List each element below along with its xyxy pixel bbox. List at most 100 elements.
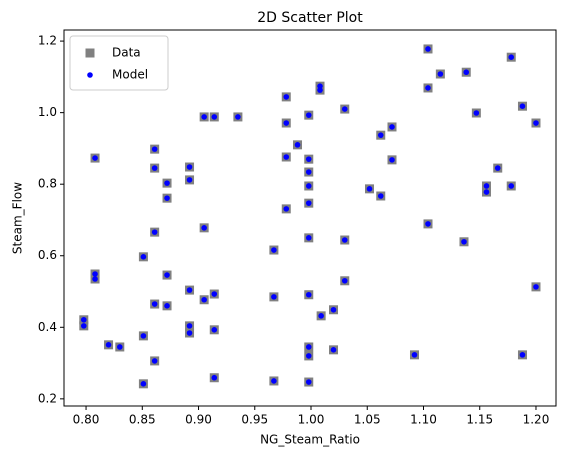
data-point bbox=[235, 114, 241, 120]
data-point bbox=[92, 276, 98, 282]
data-point bbox=[80, 323, 87, 329]
data-point bbox=[508, 54, 515, 60]
x-tick-label: 0.90 bbox=[185, 413, 212, 427]
data-point bbox=[164, 195, 170, 201]
legend-box bbox=[69, 35, 169, 91]
data-point bbox=[151, 301, 158, 307]
x-tick-label: 0.85 bbox=[129, 413, 156, 427]
data-point bbox=[201, 225, 207, 231]
data-point bbox=[305, 200, 312, 206]
x-tick-label: 0.95 bbox=[241, 413, 268, 427]
data-point bbox=[271, 247, 277, 253]
data-point bbox=[317, 83, 323, 89]
data-point bbox=[283, 94, 290, 100]
data-point bbox=[483, 183, 490, 189]
data-point bbox=[151, 358, 158, 364]
data-point bbox=[164, 303, 170, 309]
data-point bbox=[201, 114, 207, 120]
x-tick-label: 1.05 bbox=[354, 413, 381, 427]
data-point bbox=[186, 177, 193, 183]
plot-frame bbox=[63, 29, 557, 407]
data-point bbox=[377, 132, 384, 138]
data-point bbox=[271, 378, 277, 384]
data-point bbox=[330, 306, 337, 313]
data-point bbox=[377, 193, 384, 199]
data-point bbox=[389, 124, 395, 130]
data-point bbox=[318, 313, 324, 319]
data-point bbox=[366, 186, 373, 192]
y-tick-label: 1.0 bbox=[38, 105, 57, 119]
data-point bbox=[151, 229, 158, 235]
data-point bbox=[92, 155, 98, 161]
data-point bbox=[305, 235, 312, 241]
data-point bbox=[140, 381, 147, 387]
data-point bbox=[463, 69, 470, 76]
data-point bbox=[411, 352, 418, 358]
data-point bbox=[341, 277, 348, 284]
data-point bbox=[186, 164, 193, 170]
x-tick-label: 1.00 bbox=[298, 413, 325, 427]
legend-marker bbox=[85, 48, 95, 58]
data-point bbox=[140, 333, 147, 339]
data-point bbox=[164, 272, 170, 278]
data-point bbox=[151, 165, 158, 171]
data-point bbox=[305, 156, 312, 162]
data-point bbox=[519, 352, 526, 358]
data-point bbox=[341, 237, 348, 243]
data-point bbox=[341, 106, 348, 112]
x-tick-label: 1.10 bbox=[410, 413, 437, 427]
data-point bbox=[305, 183, 312, 189]
data-point bbox=[201, 296, 207, 303]
data-point bbox=[92, 271, 98, 277]
x-tick-label: 1.15 bbox=[466, 413, 493, 427]
legend-marker bbox=[87, 72, 93, 78]
data-point bbox=[105, 342, 112, 348]
data-point bbox=[437, 71, 444, 77]
data-point bbox=[508, 183, 515, 189]
data-point bbox=[211, 326, 218, 333]
data-point bbox=[271, 294, 277, 300]
x-tick-label: 1.20 bbox=[523, 413, 550, 427]
y-tick-label: 0.2 bbox=[38, 391, 57, 405]
y-axis-label: Steam_Flow bbox=[11, 182, 25, 254]
data-point bbox=[461, 238, 467, 245]
data-point bbox=[494, 165, 501, 171]
data-point bbox=[80, 316, 87, 323]
data-point bbox=[305, 353, 312, 359]
data-point bbox=[425, 85, 431, 91]
data-point bbox=[305, 344, 312, 350]
x-tick-label: 0.80 bbox=[73, 413, 100, 427]
data-point bbox=[116, 344, 123, 350]
x-axis-label: NG_Steam_Ratio bbox=[260, 433, 360, 447]
data-point bbox=[283, 120, 290, 126]
data-point bbox=[211, 114, 218, 120]
data-point bbox=[164, 180, 170, 186]
data-point bbox=[211, 374, 218, 381]
data-point bbox=[330, 347, 337, 353]
y-tick-label: 0.4 bbox=[38, 320, 57, 334]
data-point bbox=[389, 157, 395, 163]
y-tick-label: 0.8 bbox=[38, 177, 57, 191]
data-point bbox=[186, 287, 193, 293]
data-point bbox=[317, 87, 323, 93]
data-point bbox=[186, 330, 193, 336]
data-point bbox=[473, 110, 480, 116]
data-point bbox=[305, 112, 312, 118]
legend-label: Model bbox=[112, 68, 148, 82]
data-point bbox=[483, 189, 490, 195]
data-point bbox=[211, 291, 218, 297]
data-point bbox=[151, 146, 158, 152]
y-tick-label: 0.6 bbox=[38, 248, 57, 262]
data-point bbox=[305, 169, 312, 175]
data-point bbox=[305, 379, 312, 385]
y-tick-label: 1.2 bbox=[38, 34, 57, 48]
data-point bbox=[305, 291, 312, 298]
data-point bbox=[519, 103, 526, 110]
data-point bbox=[533, 284, 539, 290]
legend-label: Data bbox=[112, 46, 141, 60]
data-point bbox=[425, 46, 431, 52]
data-point bbox=[186, 323, 193, 329]
data-point bbox=[425, 221, 431, 227]
chart-title: 2D Scatter Plot bbox=[257, 10, 363, 26]
